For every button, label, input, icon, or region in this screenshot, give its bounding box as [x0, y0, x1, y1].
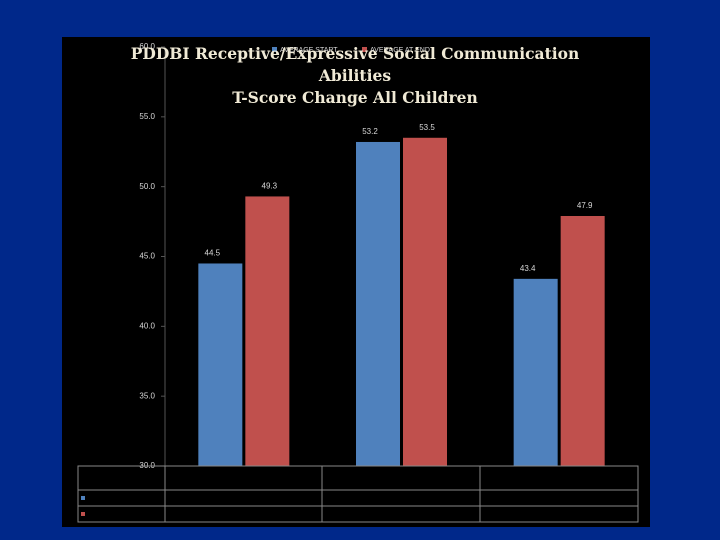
bar [513, 278, 558, 466]
data-label: 47.9 [577, 201, 593, 210]
data-label: 49.3 [262, 182, 278, 191]
chart-title: Abilities [318, 66, 391, 85]
legend-swatch [272, 47, 277, 52]
table-legend-key [81, 512, 85, 516]
data-table [77, 465, 639, 523]
bar [560, 215, 605, 466]
y-tick-label: 45.0 [139, 252, 155, 261]
bar [245, 196, 290, 466]
bar [198, 263, 243, 466]
table-legend-key [81, 496, 85, 500]
legend-swatch [362, 47, 367, 52]
chart-title: T-Score Change All Children [232, 88, 478, 107]
table-frame [77, 465, 639, 523]
y-tick-label: 35.0 [139, 391, 155, 400]
data-label: 44.5 [205, 249, 221, 258]
legend-label: AVERAGE START [280, 47, 338, 54]
data-label: 53.2 [362, 127, 378, 136]
y-tick-label: 40.0 [139, 321, 155, 330]
chart-title: PDDBI Receptive/Expressive Social Commun… [131, 44, 580, 63]
y-tick-label: 55.0 [139, 112, 155, 121]
data-label: 53.5 [419, 123, 435, 132]
legend-label: AVERAGE AT END [370, 47, 430, 54]
y-tick-label: 60.0 [139, 42, 155, 51]
bar [356, 141, 400, 466]
bar [403, 137, 447, 467]
y-tick-label: 50.0 [139, 182, 155, 191]
chart: 30.035.040.045.050.055.060.044.553.243.4… [81, 42, 605, 516]
data-label: 43.4 [520, 264, 536, 273]
